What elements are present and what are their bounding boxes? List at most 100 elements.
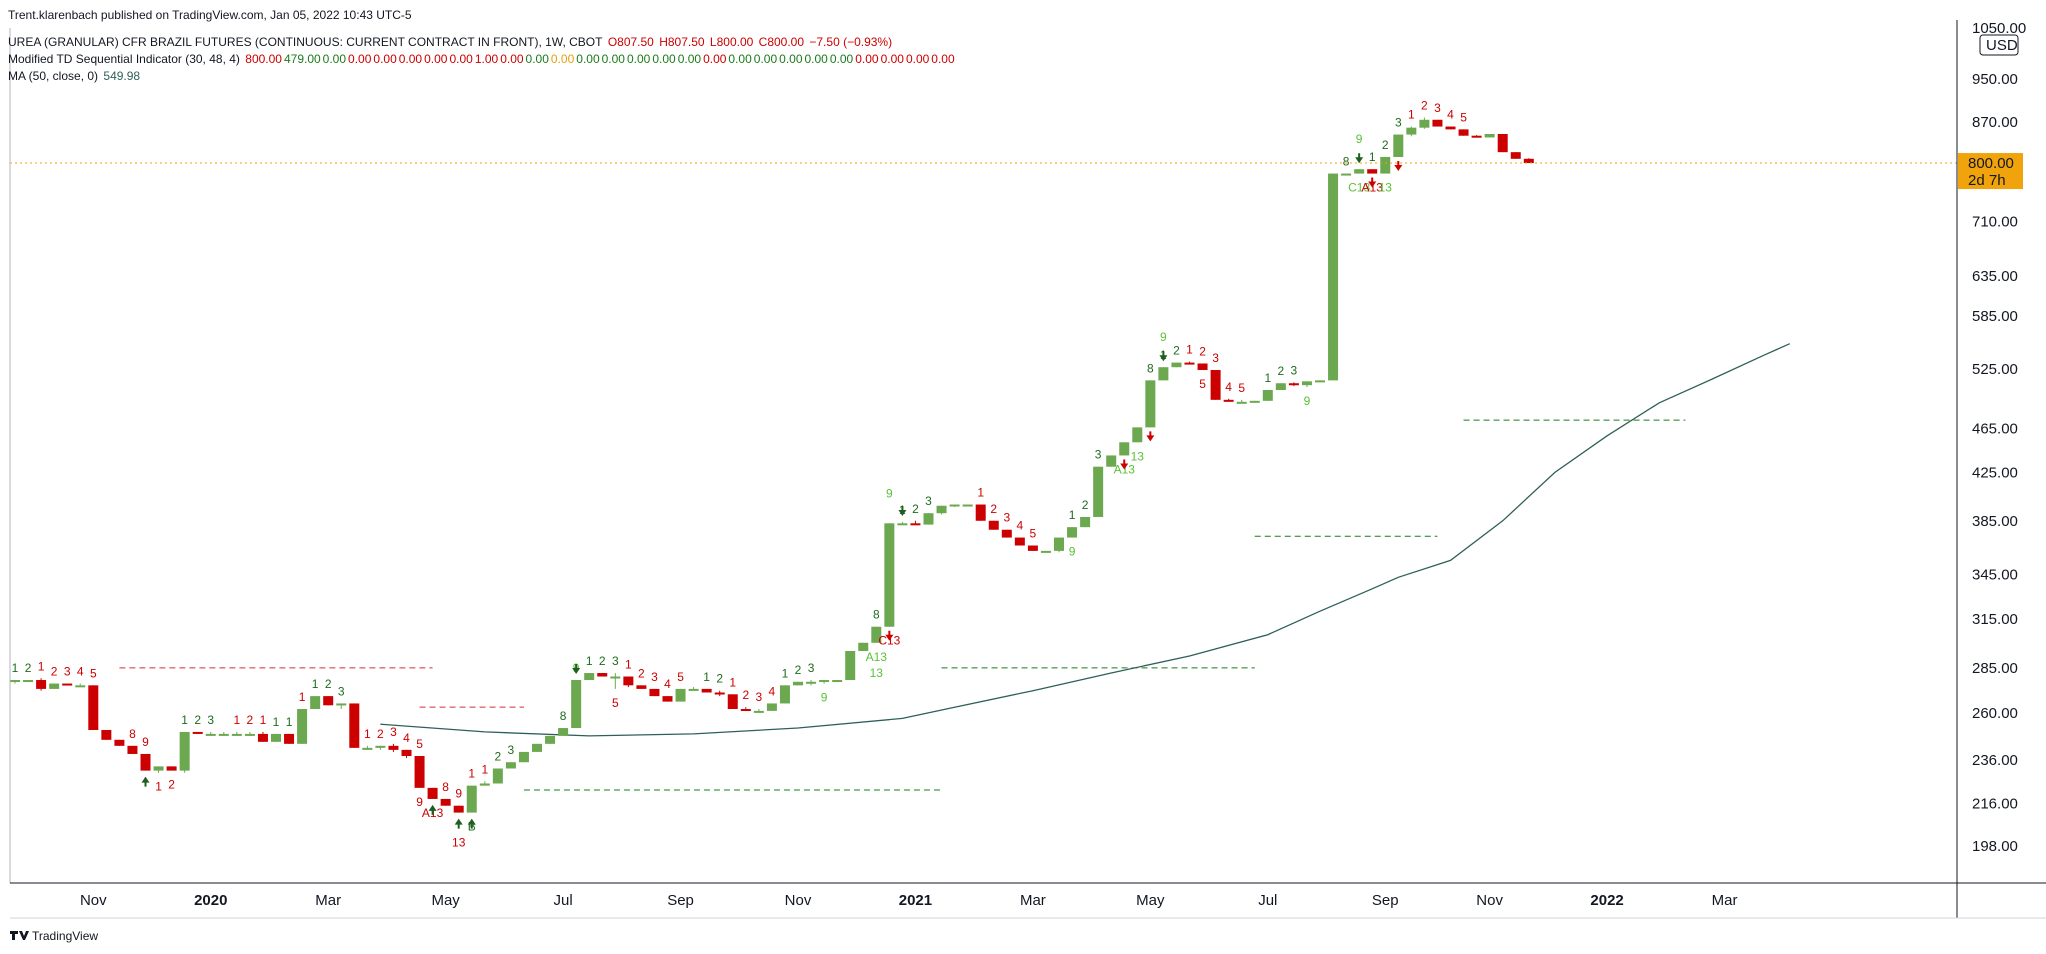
td-count-label: 2	[795, 663, 802, 677]
indicator-value: 800.00	[245, 52, 282, 66]
candle-body	[1328, 173, 1339, 381]
td-levels	[119, 419, 1686, 791]
y-tick-label: 385.00	[1972, 513, 2018, 530]
indicator-value: 0.00	[728, 52, 752, 66]
sell-arrow-icon	[1159, 351, 1168, 362]
td-count-label: 1	[364, 727, 371, 741]
x-tick-label: Mar	[315, 892, 341, 909]
candle-body	[179, 731, 190, 771]
candle-body	[923, 513, 934, 525]
td-count-label: 3	[612, 654, 619, 668]
candle-body	[1510, 152, 1521, 159]
indicator-value: 1.00	[474, 52, 499, 66]
candle-body	[88, 685, 99, 730]
td-count-label: 1	[977, 486, 984, 500]
x-tick-label: Sep	[667, 892, 694, 909]
candle-body	[192, 731, 203, 734]
td-count-label: 1	[286, 715, 293, 729]
td-count-label: 1	[299, 690, 306, 704]
footer-brand: TradingView	[32, 929, 98, 943]
td-count-label: 1	[181, 713, 188, 727]
candle-body	[623, 676, 634, 686]
footer: TradingView	[10, 929, 98, 943]
sell-arrow-icon	[898, 506, 907, 517]
indicator-value: 0.00	[703, 52, 727, 66]
candle-body	[662, 696, 673, 702]
td-count-label: 2	[1382, 138, 1389, 152]
td-count-label: 9	[142, 735, 149, 749]
indicator-value: 0.00	[525, 52, 549, 66]
td-count-label: 2	[638, 666, 645, 680]
td-count-label: 1	[468, 767, 475, 781]
td-count-label: 2	[990, 502, 997, 516]
candle-body	[1262, 390, 1273, 401]
td-count-label: 1	[1264, 371, 1271, 385]
ma-value: 549.98	[103, 69, 141, 83]
x-tick-label: Nov	[80, 892, 107, 909]
indicator-value: 0.00	[626, 52, 651, 66]
candle-body	[62, 683, 73, 686]
sell-arrow-icon	[572, 664, 581, 675]
td-count-label: 9	[1069, 545, 1076, 559]
candle-body	[714, 692, 725, 695]
x-tick-label: Sep	[1372, 892, 1399, 909]
candle-body	[636, 685, 647, 689]
buy-arrow-icon	[454, 818, 463, 829]
candle-body	[779, 685, 790, 704]
td-count-label: 1	[703, 670, 710, 684]
ohlc-change: −7.50 (−0.93%)	[809, 35, 893, 49]
td-count-label: 3	[207, 713, 214, 727]
candles	[10, 117, 1534, 813]
ohlc-high: H807.50	[659, 35, 705, 49]
candle-body	[244, 733, 255, 736]
sell-arrow-icon	[1120, 459, 1129, 470]
candle-body	[297, 709, 308, 744]
candle-body	[1171, 362, 1182, 368]
td-count-label: 2	[194, 713, 201, 727]
candle-body	[949, 504, 960, 507]
candle-body	[571, 680, 582, 729]
x-tick-label: Mar	[1712, 892, 1738, 909]
candle-body	[1054, 537, 1064, 551]
candle-body	[1158, 367, 1169, 381]
td-count-label: 9	[1356, 132, 1363, 146]
candle-body	[323, 696, 334, 706]
td-count-label: 1	[625, 658, 632, 672]
candle-body	[649, 688, 660, 697]
candle-body	[1380, 156, 1391, 174]
candle-body	[440, 798, 451, 806]
candle-body	[310, 696, 321, 710]
candle-body	[1406, 127, 1417, 135]
y-tick-label: 425.00	[1972, 464, 2018, 481]
candle-body	[1367, 169, 1378, 174]
x-tick-label: Jul	[554, 892, 573, 909]
candle-body	[427, 787, 438, 799]
td-count-label: 5	[1460, 110, 1467, 124]
td-count-label: 2	[377, 727, 384, 741]
td-count-label: 4	[403, 731, 410, 745]
candle-body	[1445, 126, 1456, 130]
td-count-label: 4	[1225, 380, 1232, 394]
candle-body	[1471, 135, 1482, 138]
indicator-value: 0.00	[322, 52, 347, 66]
symbol-line[interactable]: UREA (GRANULAR) CFR BRAZIL FUTURES (CONT…	[8, 35, 894, 49]
td-count-label: 8	[129, 727, 136, 741]
candle-body	[1040, 550, 1051, 553]
candle-body	[114, 739, 125, 746]
y-tick-label: 585.00	[1972, 308, 2018, 325]
candle-body	[1432, 119, 1443, 127]
td-count-label: 3	[1291, 363, 1298, 377]
indicator-value: 0.00	[424, 52, 448, 66]
td-count-label: 5	[90, 666, 97, 680]
currency-box	[1979, 34, 2019, 56]
candle-body	[466, 785, 477, 813]
candle-body	[257, 733, 268, 742]
y-tick-label: 1050.00	[1972, 20, 2026, 37]
y-tick-label: 710.00	[1972, 213, 2018, 230]
td-count-label: A13	[866, 650, 888, 664]
indicator-line[interactable]: Modified TD Sequential Indicator (30, 48…	[8, 52, 957, 66]
indicator-value: 0.00	[373, 52, 397, 66]
y-tick-label: 950.00	[1972, 71, 2018, 88]
ma-line[interactable]: MA (50, close, 0) 549.98	[8, 69, 142, 83]
